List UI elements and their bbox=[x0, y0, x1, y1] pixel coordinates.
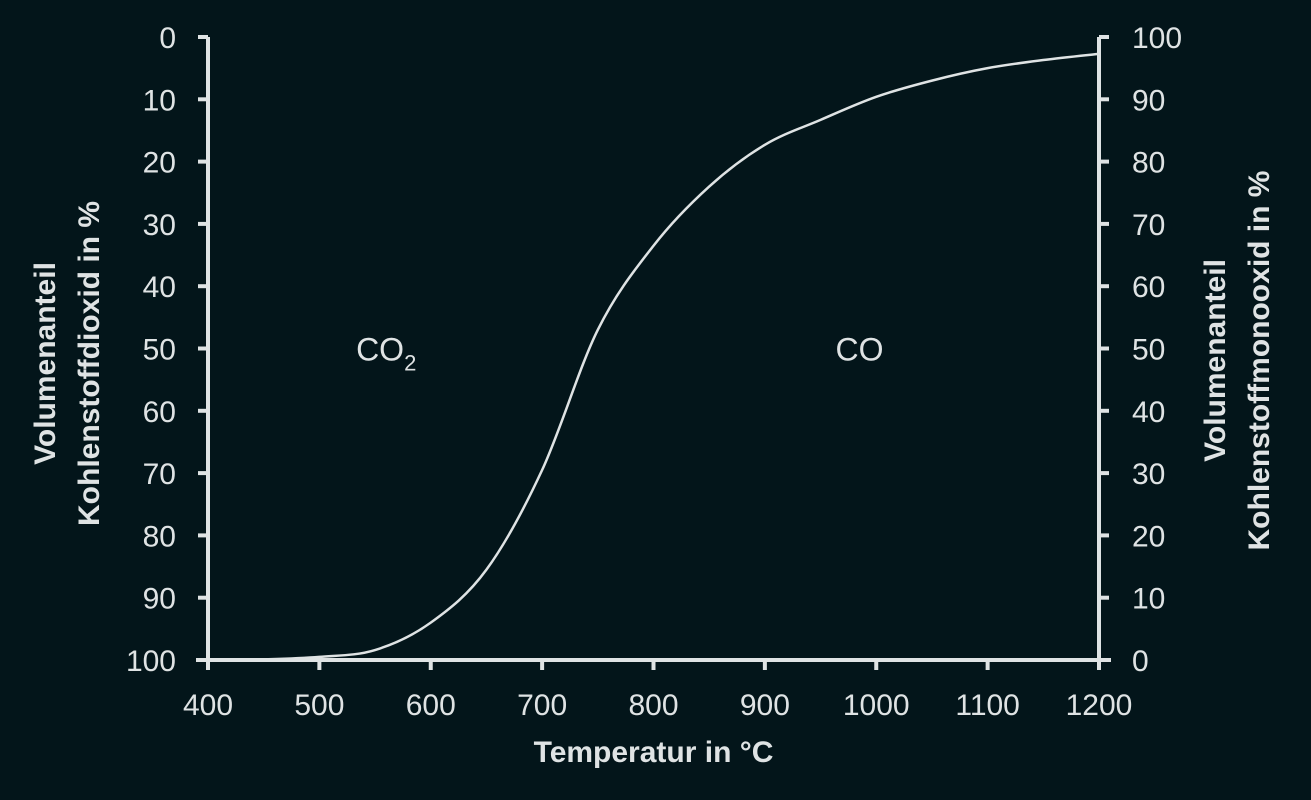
right-axis-tick-label: 0 bbox=[1132, 645, 1149, 678]
left-axis-title: Volumenanteil Kohlenstoffdioxid in % bbox=[29, 201, 106, 526]
left-axis-tick-label: 40 bbox=[143, 271, 176, 304]
right-axis-tick-label: 40 bbox=[1132, 396, 1165, 429]
right-axis-tick-label: 80 bbox=[1132, 147, 1165, 180]
right-axis-tick-label: 70 bbox=[1132, 209, 1165, 242]
left-axis-tick-label: 30 bbox=[143, 209, 176, 242]
left-axis-title-line2: Kohlenstoffdioxid in % bbox=[73, 201, 106, 526]
co-co2-equilibrium-curve bbox=[207, 52, 1100, 662]
left-axis-tick-label: 10 bbox=[143, 84, 176, 117]
x-axis-tick-label: 900 bbox=[740, 689, 790, 722]
axes bbox=[196, 35, 1111, 670]
left-axis-tick-label: 90 bbox=[143, 583, 176, 616]
x-axis-tick-label: 1200 bbox=[1066, 689, 1133, 722]
curve-layer bbox=[207, 52, 1100, 662]
right-axis-tick-label: 100 bbox=[1132, 22, 1182, 55]
right-axis-tick-label: 50 bbox=[1132, 334, 1165, 367]
x-axis-tick-label: 500 bbox=[294, 689, 344, 722]
left-axis-tick-label: 100 bbox=[126, 645, 176, 678]
co2-region-label: CO2 bbox=[356, 332, 416, 376]
left-axis-tick-label: 70 bbox=[143, 458, 176, 491]
right-axis-tick-label: 90 bbox=[1132, 84, 1165, 117]
right-axis-tick-label: 30 bbox=[1132, 458, 1165, 491]
x-axis-tick-label: 400 bbox=[183, 689, 233, 722]
left-axis-tick-label: 20 bbox=[143, 147, 176, 180]
left-axis-title-line1: Volumenanteil bbox=[29, 262, 62, 465]
left-axis-tick-label: 0 bbox=[159, 22, 176, 55]
x-axis-title: Temperatur in °C bbox=[534, 736, 774, 769]
co-region-label: CO bbox=[836, 332, 884, 368]
right-axis-tick-label: 10 bbox=[1132, 583, 1165, 616]
left-axis-tick-label: 50 bbox=[143, 334, 176, 367]
right-axis-title-line2: Kohlenstoffmonooxid in % bbox=[1243, 171, 1276, 551]
x-axis-tick-label: 1000 bbox=[843, 689, 910, 722]
right-axis-tick-label: 20 bbox=[1132, 520, 1165, 553]
x-axis-tick-label: 600 bbox=[406, 689, 456, 722]
right-axis-title-line1: Volumenanteil bbox=[1199, 259, 1232, 462]
right-axis-tick-label: 60 bbox=[1132, 271, 1165, 304]
left-axis-tick-label: 80 bbox=[143, 520, 176, 553]
right-axis-title: Volumenanteil Kohlenstoffmonooxid in % bbox=[1199, 171, 1276, 551]
x-axis-tick-label: 800 bbox=[628, 689, 678, 722]
labels: 0102030405060708090100100908070605040302… bbox=[29, 22, 1276, 769]
x-axis-tick-label: 700 bbox=[517, 689, 567, 722]
x-axis-tick-label: 1100 bbox=[955, 689, 1020, 722]
left-axis-tick-label: 60 bbox=[143, 396, 176, 429]
